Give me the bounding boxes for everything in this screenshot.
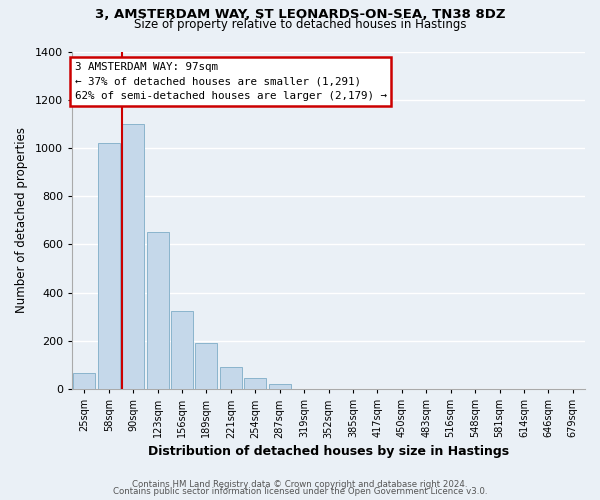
- Text: Contains public sector information licensed under the Open Government Licence v3: Contains public sector information licen…: [113, 487, 487, 496]
- Bar: [171, 311, 193, 389]
- Bar: [220, 368, 242, 389]
- Text: 3 AMSTERDAM WAY: 97sqm
← 37% of detached houses are smaller (1,291)
62% of semi-: 3 AMSTERDAM WAY: 97sqm ← 37% of detached…: [74, 62, 386, 101]
- Bar: [196, 344, 217, 389]
- Text: 3, AMSTERDAM WAY, ST LEONARDS-ON-SEA, TN38 8DZ: 3, AMSTERDAM WAY, ST LEONARDS-ON-SEA, TN…: [95, 8, 505, 21]
- Y-axis label: Number of detached properties: Number of detached properties: [15, 128, 28, 314]
- Text: Contains HM Land Registry data © Crown copyright and database right 2024.: Contains HM Land Registry data © Crown c…: [132, 480, 468, 489]
- Bar: [98, 143, 120, 389]
- Bar: [73, 374, 95, 389]
- Bar: [269, 384, 290, 389]
- Bar: [146, 232, 169, 389]
- Bar: [122, 124, 144, 389]
- X-axis label: Distribution of detached houses by size in Hastings: Distribution of detached houses by size …: [148, 444, 509, 458]
- Text: Size of property relative to detached houses in Hastings: Size of property relative to detached ho…: [134, 18, 466, 31]
- Bar: [244, 378, 266, 389]
